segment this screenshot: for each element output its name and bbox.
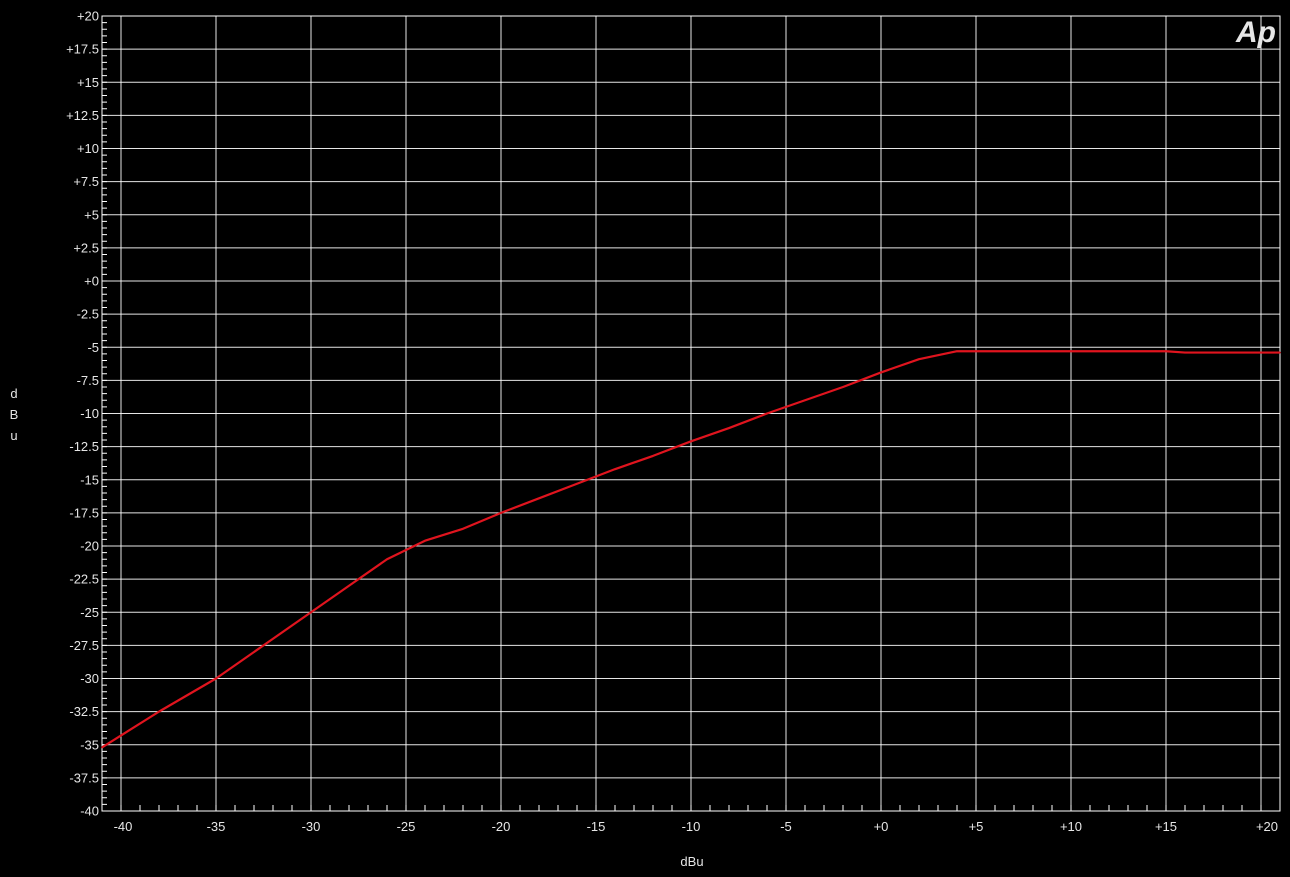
y-tick-label: -25 [80,605,99,620]
data-point [272,637,274,640]
y-tick-label: -32.5 [69,704,99,719]
y-tick-label: +2.5 [73,240,99,255]
data-point [804,399,806,402]
data-point [690,440,692,443]
data-point [766,412,768,415]
y-tick-label: +12.5 [66,108,99,123]
y-tick-label: -12.5 [69,439,99,454]
x-tick-label: -5 [780,819,792,834]
y-axis-title-char: u [10,428,17,443]
y-tick-label: -30 [80,671,99,686]
data-point [1165,350,1167,353]
data-point [310,611,312,614]
y-tick-label: +20 [77,9,99,24]
data-point [652,455,654,457]
data-point [101,746,103,749]
data-point [842,386,844,388]
data-point [975,350,977,353]
data-point [424,539,426,542]
x-tick-label: -25 [397,819,416,834]
x-tick-label: +0 [874,819,889,834]
x-tick-label: -30 [302,819,321,834]
y-axis-title-char: d [10,386,17,401]
ap-logo: Ap [1235,16,1276,49]
y-tick-label: +0 [84,274,99,289]
y-tick-label: -5 [87,340,99,355]
y-tick-label: -15 [80,472,99,487]
x-tick-labels: -40 -35 -30 -25 -20 -15 -10 -5 +0 +5 +10 +15 +20 [114,819,1278,834]
x-tick-label: -15 [587,819,606,834]
data-point [386,558,388,561]
y-tick-label: -2.5 [77,307,99,322]
x-axis-title: dBu [680,854,703,869]
data-point [462,527,464,530]
minor-ticks [101,15,1281,812]
y-tick-label: +7.5 [73,174,99,189]
y-axis-title: dBu [10,386,19,443]
y-tick-label: +5 [84,207,99,222]
x-tick-label: +5 [969,819,984,834]
y-axis-title-char: B [10,407,19,422]
y-tick-label: +17.5 [66,42,99,57]
data-point [728,427,730,429]
data-point [880,371,882,374]
data-point [956,350,958,353]
data-point [576,482,578,485]
x-tick-label: -10 [682,819,701,834]
data-point [918,358,920,360]
x-tick-label: -40 [114,819,133,834]
trace-layer [101,350,1281,749]
data-point [1279,351,1281,354]
y-tick-label: -10 [80,406,99,421]
y-tick-label: -40 [80,804,99,819]
y-tick-label: -37.5 [69,770,99,785]
x-tick-label: +10 [1060,819,1082,834]
grid [101,15,1281,812]
y-tick-label: -7.5 [77,373,99,388]
y-tick-labels: +20 +17.5 +15 +12.5 +10 +7.5 +5 +2.5 +0 -2.5 -5 -7.… [66,9,99,819]
data-point [614,468,616,470]
y-tick-label: +15 [77,75,99,90]
data-point [158,710,160,713]
x-tick-label: +20 [1256,819,1278,834]
x-tick-label: -35 [207,819,226,834]
data-point [215,677,217,680]
data-point [538,497,540,500]
x-tick-label: +15 [1155,819,1177,834]
data-point [348,584,350,587]
y-tick-label: +10 [77,141,99,156]
y-tick-label: -27.5 [69,638,99,653]
y-tick-label: -35 [80,737,99,752]
data-point [1184,351,1186,354]
data-point [1070,350,1072,353]
x-tick-label: -20 [492,819,511,834]
y-tick-label: -17.5 [69,505,99,520]
data-point [500,512,502,514]
y-tick-label: -20 [80,539,99,554]
y-tick-label: -22.5 [69,572,99,587]
